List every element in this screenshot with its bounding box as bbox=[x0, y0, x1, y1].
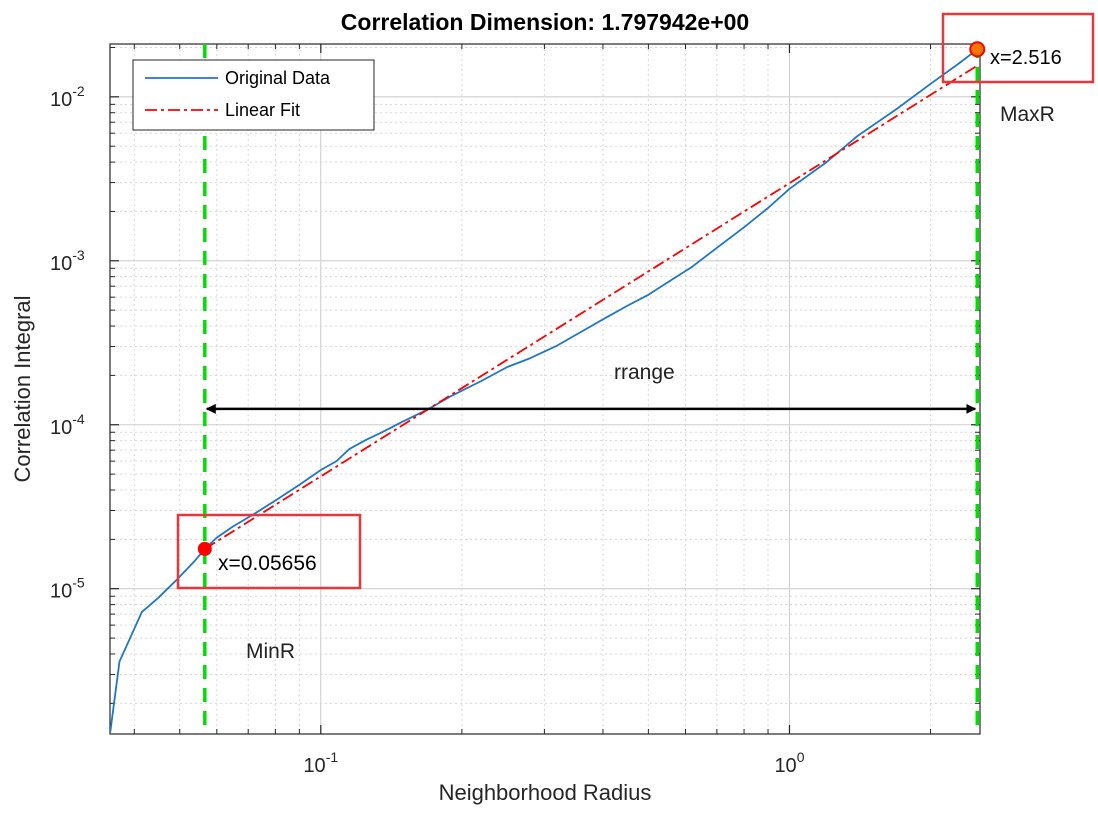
min-r-label: MinR bbox=[246, 640, 295, 663]
y-tick-label: 10-2 bbox=[50, 83, 85, 111]
max-annotation-box bbox=[941, 12, 1095, 84]
legend: Original Data Linear Fit bbox=[132, 59, 375, 131]
major-grid bbox=[110, 44, 980, 734]
y-tick-label-base: 10 bbox=[50, 581, 72, 603]
y-tick-label: 10-4 bbox=[50, 411, 85, 439]
x-tick-label-exponent: 0 bbox=[797, 749, 805, 765]
linear-fit-line bbox=[204, 64, 978, 550]
x-tick-labels: 10-1 100 bbox=[303, 749, 804, 777]
y-tick-label: 10-3 bbox=[50, 247, 85, 275]
x-tick-label: 10-1 bbox=[303, 749, 338, 777]
legend-box bbox=[132, 59, 375, 131]
y-tick-label-exponent: -3 bbox=[72, 247, 85, 263]
y-tick-label-exponent: -4 bbox=[72, 411, 85, 427]
y-tick-labels: 10-510-410-310-2 bbox=[50, 83, 85, 603]
x-tick-label-base: 10 bbox=[774, 755, 796, 777]
y-tick-label-exponent: -2 bbox=[72, 83, 85, 99]
y-tick-label-base: 10 bbox=[50, 417, 72, 439]
plot-frame bbox=[109, 43, 981, 735]
chart-title: Correlation Dimension: 1.797942e+00 bbox=[341, 9, 749, 35]
rrange-label: rrange bbox=[614, 361, 675, 384]
x-axis-label: Neighborhood Radius bbox=[439, 780, 652, 805]
minor-grid bbox=[110, 44, 980, 734]
original-data-line bbox=[110, 48, 978, 734]
data-series bbox=[110, 48, 978, 734]
y-tick-label-base: 10 bbox=[50, 253, 72, 275]
y-tick-label-base: 10 bbox=[50, 89, 72, 111]
max-r-marker bbox=[969, 41, 986, 58]
min-annotation-box bbox=[176, 513, 362, 590]
min-r-marker bbox=[197, 541, 212, 556]
y-tick-label: 10-5 bbox=[50, 575, 85, 603]
x-tick-label: 100 bbox=[774, 749, 804, 777]
min-marker-label: x=0.05656 bbox=[218, 552, 317, 575]
x-tick-label-exponent: -1 bbox=[326, 749, 339, 765]
range-limit-lines bbox=[203, 44, 980, 734]
x-tick-label-base: 10 bbox=[303, 755, 325, 777]
max-r-label: MaxR bbox=[1000, 103, 1055, 126]
plot-area bbox=[110, 44, 980, 734]
legend-label-original: Original Data bbox=[225, 68, 331, 88]
legend-label-fit: Linear Fit bbox=[225, 100, 300, 120]
y-axis-label: Correlation Integral bbox=[10, 295, 35, 482]
y-tick-label-exponent: -5 bbox=[72, 575, 85, 591]
endpoint-markers bbox=[197, 41, 986, 556]
max-marker-label: x=2.516 bbox=[990, 47, 1062, 69]
